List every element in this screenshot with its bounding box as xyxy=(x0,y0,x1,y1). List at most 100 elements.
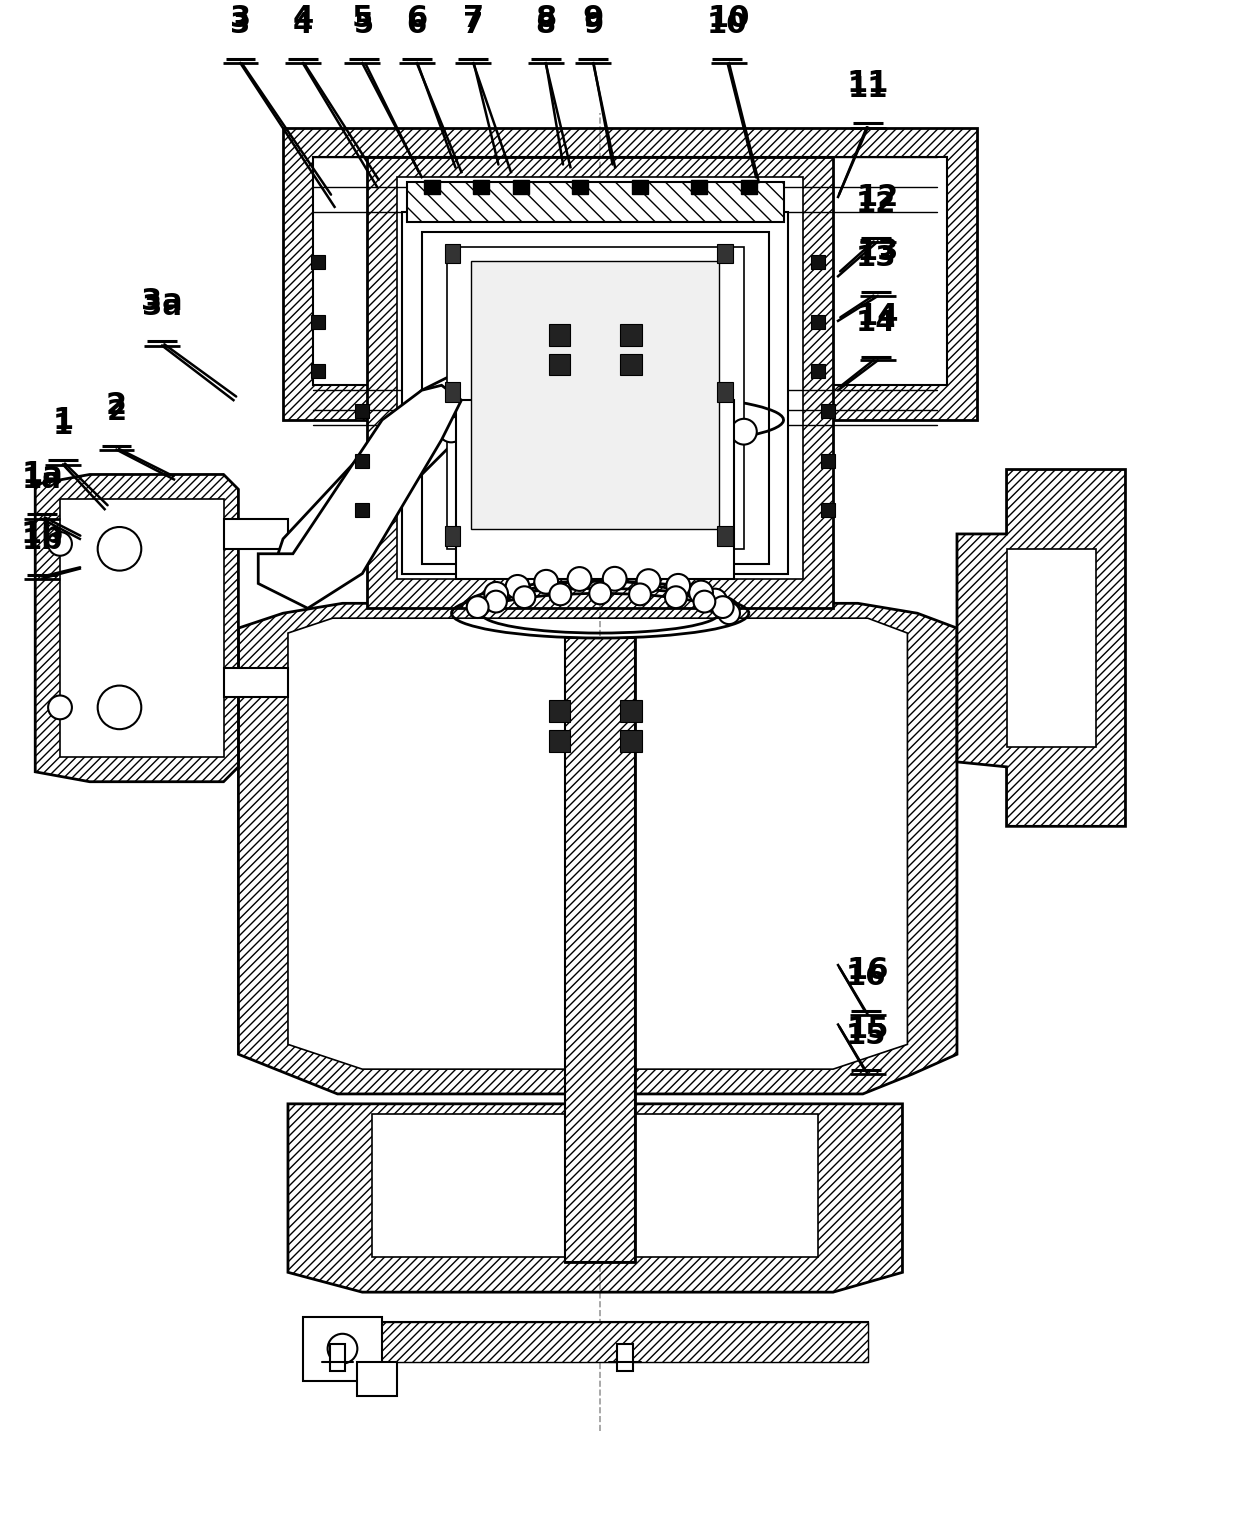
Polygon shape xyxy=(446,247,744,549)
Bar xyxy=(330,1344,346,1372)
Circle shape xyxy=(521,432,546,458)
Bar xyxy=(620,323,642,345)
Bar xyxy=(513,179,528,195)
Circle shape xyxy=(641,434,667,458)
Text: 14: 14 xyxy=(856,308,897,337)
Bar xyxy=(548,323,570,345)
Bar xyxy=(821,503,835,517)
Circle shape xyxy=(689,581,713,604)
Text: 3: 3 xyxy=(229,5,250,34)
Circle shape xyxy=(458,423,484,449)
Circle shape xyxy=(629,584,651,606)
Bar xyxy=(742,179,756,195)
Polygon shape xyxy=(283,127,977,420)
Circle shape xyxy=(549,584,572,606)
Polygon shape xyxy=(312,158,947,385)
Text: 10: 10 xyxy=(707,11,748,40)
Bar xyxy=(632,179,647,195)
Text: 1b: 1b xyxy=(21,527,63,555)
Circle shape xyxy=(534,570,558,593)
Text: 1a: 1a xyxy=(21,460,63,489)
Circle shape xyxy=(327,1334,357,1363)
Bar xyxy=(811,365,825,379)
Polygon shape xyxy=(35,475,238,782)
Polygon shape xyxy=(957,469,1126,826)
Bar xyxy=(548,701,570,722)
Circle shape xyxy=(665,586,687,609)
Bar xyxy=(811,314,825,328)
Circle shape xyxy=(601,435,627,460)
Circle shape xyxy=(603,567,626,590)
Text: 11: 11 xyxy=(847,75,888,103)
Bar xyxy=(573,179,588,195)
Polygon shape xyxy=(471,262,719,529)
Circle shape xyxy=(485,583,508,606)
Text: 16: 16 xyxy=(846,963,887,990)
Polygon shape xyxy=(273,376,491,584)
Text: 3: 3 xyxy=(231,11,250,40)
Circle shape xyxy=(438,417,464,443)
Bar xyxy=(311,256,325,270)
Polygon shape xyxy=(60,500,223,757)
Circle shape xyxy=(506,575,529,599)
Text: 6: 6 xyxy=(407,11,427,40)
Bar xyxy=(821,405,835,419)
Bar xyxy=(821,454,835,468)
Polygon shape xyxy=(322,1321,868,1361)
Text: 3a: 3a xyxy=(143,293,182,320)
Text: 15: 15 xyxy=(846,1023,887,1050)
Polygon shape xyxy=(258,385,461,609)
Text: 13: 13 xyxy=(857,238,899,267)
Text: 8: 8 xyxy=(534,5,557,34)
Bar xyxy=(548,354,570,376)
Bar xyxy=(717,244,733,264)
Circle shape xyxy=(718,602,740,624)
Text: 4: 4 xyxy=(293,5,314,34)
Text: 13: 13 xyxy=(856,244,897,273)
Polygon shape xyxy=(456,400,734,578)
Polygon shape xyxy=(322,1321,868,1361)
Polygon shape xyxy=(402,212,789,573)
Circle shape xyxy=(709,425,734,451)
Bar xyxy=(445,382,460,402)
Polygon shape xyxy=(565,638,635,1262)
Text: 3a: 3a xyxy=(141,287,184,316)
Bar xyxy=(717,526,733,546)
Polygon shape xyxy=(397,178,804,578)
Polygon shape xyxy=(1007,549,1096,747)
Bar xyxy=(311,365,325,379)
Bar xyxy=(445,526,460,546)
Text: 12: 12 xyxy=(856,190,895,218)
Bar xyxy=(474,179,489,195)
Bar xyxy=(620,701,642,722)
Text: 1: 1 xyxy=(52,406,73,435)
Polygon shape xyxy=(223,520,288,549)
Circle shape xyxy=(466,596,489,618)
Polygon shape xyxy=(407,182,784,222)
Bar xyxy=(548,730,570,753)
Polygon shape xyxy=(372,1114,818,1257)
Circle shape xyxy=(712,596,734,618)
Polygon shape xyxy=(357,1361,397,1397)
Bar xyxy=(356,405,370,419)
Circle shape xyxy=(666,573,691,598)
Bar xyxy=(620,354,642,376)
Polygon shape xyxy=(288,618,908,1069)
Bar xyxy=(692,179,707,195)
Circle shape xyxy=(513,586,536,609)
Polygon shape xyxy=(367,158,833,609)
Bar xyxy=(424,179,440,195)
Text: 16: 16 xyxy=(847,957,889,984)
Circle shape xyxy=(429,409,455,435)
Circle shape xyxy=(703,589,727,613)
Text: 5: 5 xyxy=(355,11,374,40)
Polygon shape xyxy=(422,231,769,564)
Polygon shape xyxy=(238,604,957,1095)
Circle shape xyxy=(693,590,715,613)
Circle shape xyxy=(568,567,591,590)
Text: 2: 2 xyxy=(107,399,126,426)
Circle shape xyxy=(732,419,756,445)
Text: 15: 15 xyxy=(847,1015,889,1044)
Polygon shape xyxy=(303,1317,382,1381)
Polygon shape xyxy=(223,668,288,698)
